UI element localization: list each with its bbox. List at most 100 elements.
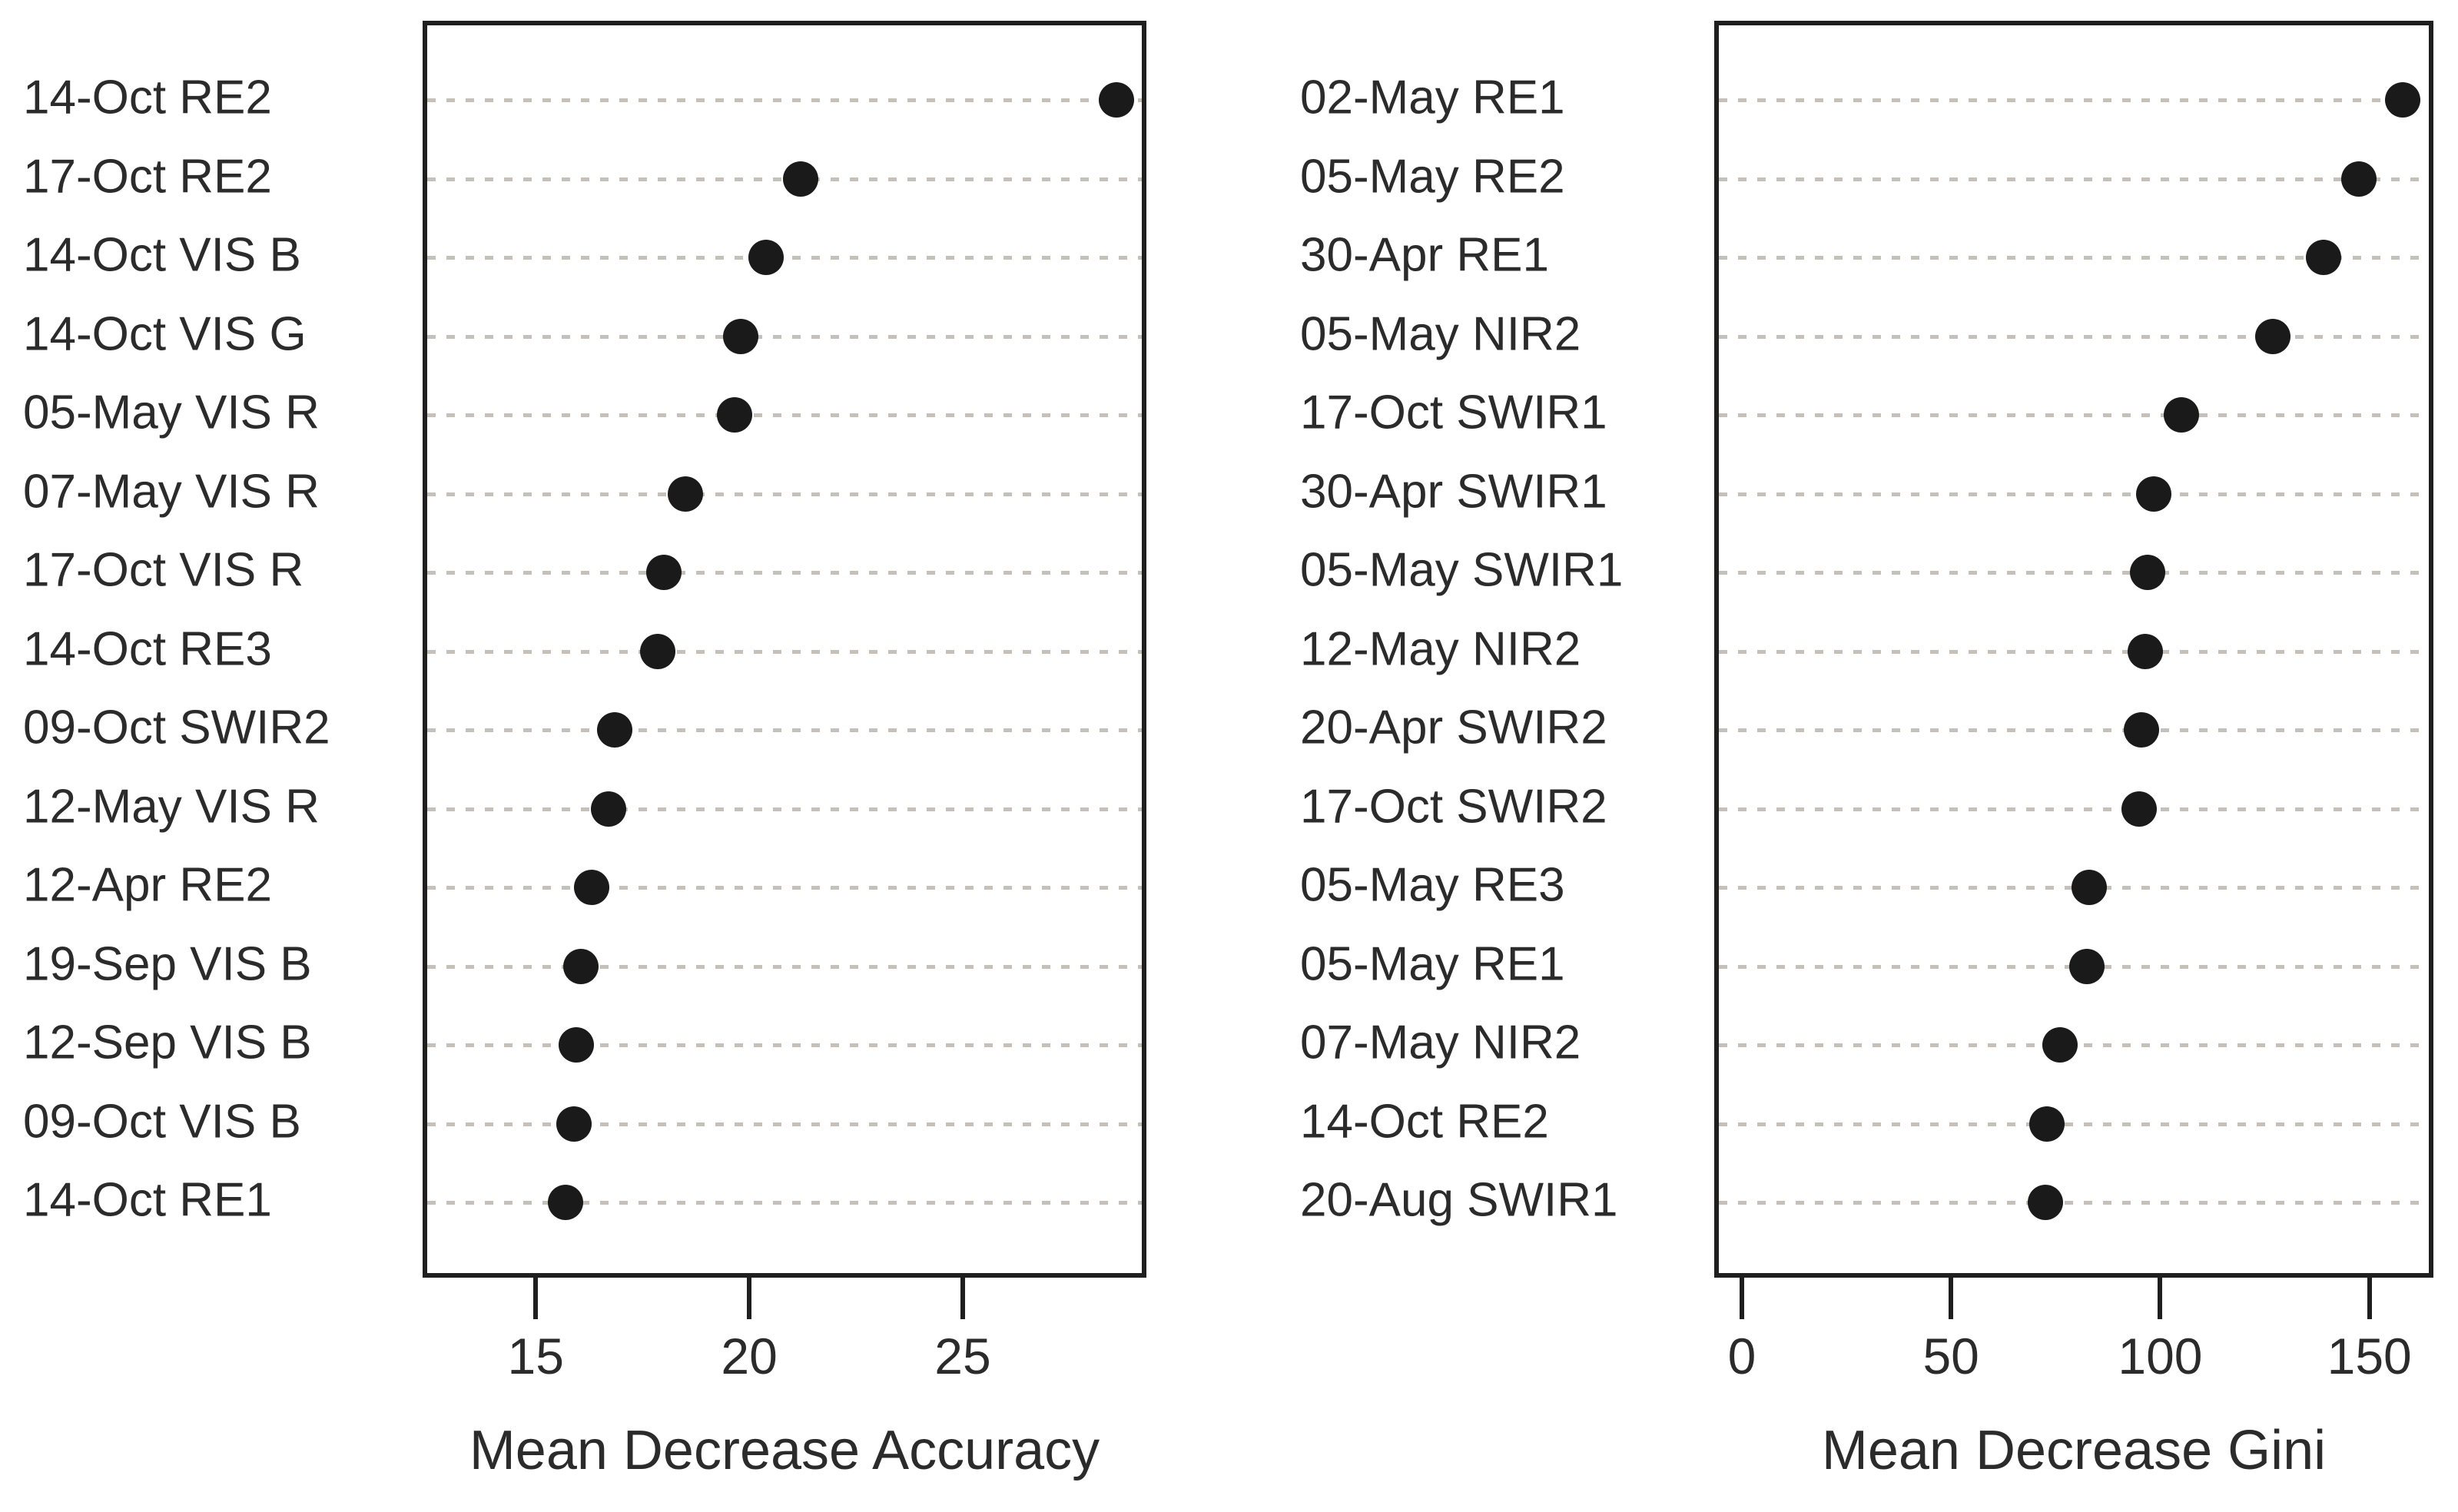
gridline	[1719, 1201, 2429, 1205]
gridline	[427, 256, 1142, 260]
category-label: 14-Oct RE1	[23, 1173, 272, 1227]
x-axis-tick	[2367, 1276, 2372, 1319]
category-label: 20-Aug SWIR1	[1300, 1173, 1618, 1227]
category-label: 17-Oct SWIR2	[1300, 780, 1607, 834]
category-label: 09-Oct VIS B	[23, 1095, 301, 1149]
data-point	[2163, 397, 2199, 433]
data-point	[2027, 1185, 2063, 1220]
category-label: 07-May VIS R	[23, 465, 320, 519]
data-point	[559, 1027, 595, 1063]
category-label: 05-May RE1	[1300, 937, 1565, 991]
category-label: 05-May SWIR1	[1300, 543, 1624, 597]
gridline	[1719, 334, 2429, 339]
x-axis-tick-label: 20	[721, 1328, 778, 1384]
data-point	[667, 476, 703, 512]
category-label: 07-May NIR2	[1300, 1016, 1581, 1069]
data-point	[562, 948, 599, 984]
x-axis-tick-label: 15	[507, 1328, 564, 1384]
gridline	[1719, 413, 2429, 417]
category-label: 12-May VIS R	[23, 780, 320, 834]
data-point	[2255, 318, 2291, 354]
category-label: 19-Sep VIS B	[23, 937, 312, 991]
gridline	[427, 98, 1142, 102]
category-label: 05-May RE3	[1300, 858, 1565, 912]
category-label: 14-Oct VIS B	[23, 228, 301, 282]
x-axis-tick	[1739, 1276, 1744, 1319]
data-point	[2069, 948, 2105, 984]
gridline	[427, 1122, 1142, 1126]
data-point	[723, 318, 759, 354]
x-axis-title: Mean Decrease Accuracy	[469, 1420, 1100, 1481]
data-point	[2385, 82, 2421, 118]
category-label: 02-May RE1	[1300, 71, 1565, 124]
data-point	[2128, 633, 2164, 669]
data-point	[748, 240, 785, 275]
data-point	[2305, 240, 2341, 275]
gridline	[427, 728, 1142, 732]
data-point	[2029, 1106, 2065, 1142]
category-label: 17-Oct VIS R	[23, 543, 304, 597]
gridline	[427, 1201, 1142, 1205]
gridline	[1719, 177, 2429, 181]
category-label: 12-May NIR2	[1300, 622, 1581, 676]
category-label: 05-May NIR2	[1300, 307, 1581, 361]
data-point	[2071, 870, 2107, 905]
gridline	[427, 964, 1142, 969]
category-label: 30-Apr SWIR1	[1300, 465, 1607, 519]
data-point	[2130, 555, 2166, 590]
gridline	[1719, 492, 2429, 496]
x-axis-title: Mean Decrease Gini	[1821, 1420, 2327, 1481]
category-label: 09-Oct SWIR2	[23, 701, 330, 754]
data-point	[597, 712, 633, 748]
data-point	[2136, 476, 2172, 512]
data-point	[782, 161, 818, 197]
data-point	[573, 870, 609, 905]
data-point	[548, 1185, 584, 1220]
gridline	[427, 571, 1142, 575]
x-axis-tick-label: 150	[2327, 1328, 2412, 1384]
gridline	[1719, 728, 2429, 732]
category-label: 17-Oct RE2	[23, 150, 272, 204]
category-label: 30-Apr RE1	[1300, 228, 1549, 282]
category-label: 14-Oct RE2	[23, 71, 272, 124]
data-point	[2123, 712, 2159, 748]
data-point	[2042, 1027, 2078, 1063]
data-point	[639, 633, 675, 669]
category-label: 12-Sep VIS B	[23, 1016, 312, 1069]
data-point	[590, 791, 626, 827]
gridline	[427, 1043, 1142, 1047]
plot-area	[1714, 21, 2433, 1278]
data-point	[646, 555, 682, 590]
category-label: 14-Oct VIS G	[23, 307, 307, 361]
plot-area	[423, 21, 1146, 1278]
data-point	[2341, 161, 2377, 197]
data-point	[1099, 82, 1135, 118]
gridline	[1719, 649, 2429, 654]
gridline	[1719, 256, 2429, 260]
data-point	[716, 397, 752, 433]
category-label: 20-Apr SWIR2	[1300, 701, 1607, 754]
gridline	[427, 807, 1142, 811]
x-axis-tick	[1949, 1276, 1954, 1319]
gridline	[1719, 807, 2429, 811]
category-label: 05-May RE2	[1300, 150, 1565, 204]
gridline	[427, 492, 1142, 496]
x-axis-tick-label: 0	[1727, 1328, 1756, 1384]
category-label: 12-Apr RE2	[23, 858, 272, 912]
gridline	[427, 334, 1142, 339]
x-axis-tick-label: 100	[2118, 1328, 2203, 1384]
gridline	[1719, 98, 2429, 102]
category-label: 14-Oct RE3	[23, 622, 272, 676]
gridline	[427, 413, 1142, 417]
data-point	[2121, 791, 2158, 827]
x-axis-tick	[747, 1276, 752, 1319]
gridline	[1719, 1122, 2429, 1126]
x-axis-tick	[533, 1276, 539, 1319]
x-axis-tick	[960, 1276, 966, 1319]
gridline	[1719, 571, 2429, 575]
category-label: 17-Oct SWIR1	[1300, 386, 1607, 439]
data-point	[556, 1106, 592, 1142]
